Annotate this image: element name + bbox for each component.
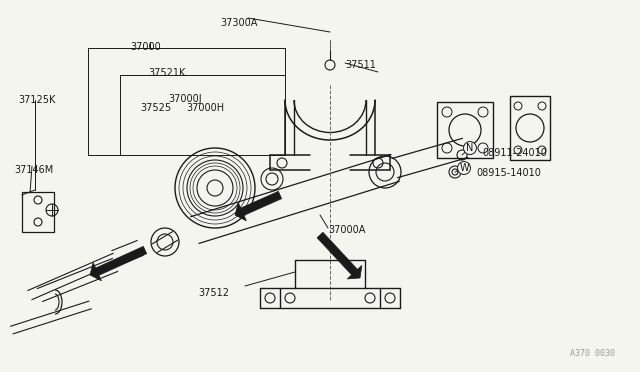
Text: N: N xyxy=(467,143,474,153)
Text: 37000J: 37000J xyxy=(168,94,202,104)
Text: 37512: 37512 xyxy=(198,288,229,298)
Text: 37000H: 37000H xyxy=(186,103,224,113)
Text: 37300A: 37300A xyxy=(220,18,257,28)
Text: 37000: 37000 xyxy=(130,42,161,52)
Polygon shape xyxy=(317,232,362,279)
Text: 08911-24010: 08911-24010 xyxy=(482,148,547,158)
Text: A370 0030: A370 0030 xyxy=(570,349,615,358)
Text: 08915-14010: 08915-14010 xyxy=(476,168,541,178)
Text: 37521K: 37521K xyxy=(148,68,186,78)
Polygon shape xyxy=(90,246,147,281)
Text: 37000A: 37000A xyxy=(328,225,365,235)
Text: 37511: 37511 xyxy=(345,60,376,70)
Bar xyxy=(437,102,493,158)
Bar xyxy=(22,192,54,232)
Text: 37525: 37525 xyxy=(140,103,171,113)
Bar xyxy=(510,96,550,160)
Polygon shape xyxy=(235,191,282,221)
Text: 37125K: 37125K xyxy=(18,95,56,105)
Bar xyxy=(280,288,380,308)
Text: W: W xyxy=(459,163,469,173)
Text: 37146M: 37146M xyxy=(14,165,53,175)
